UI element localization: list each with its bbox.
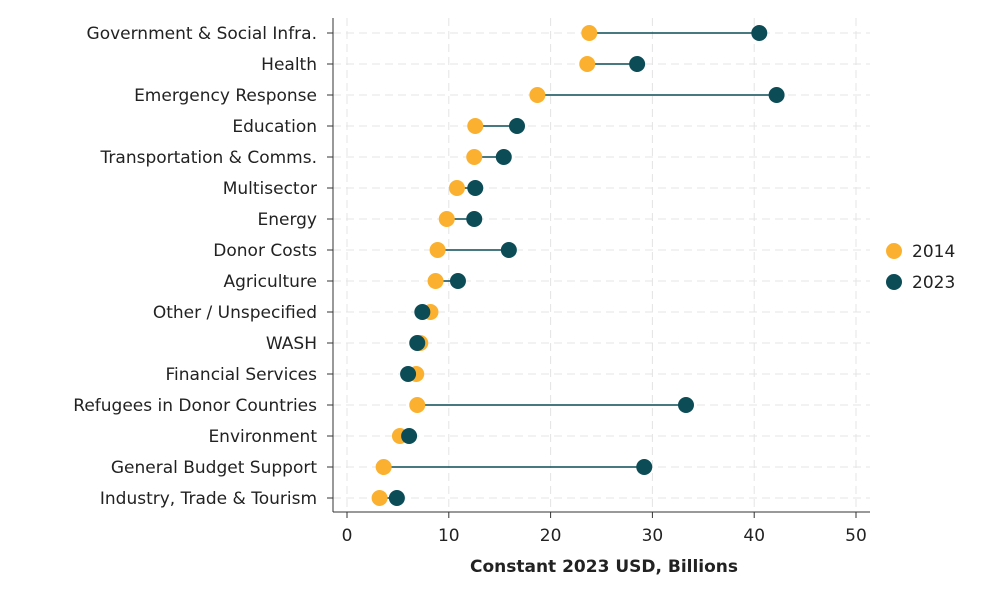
point-2014 (579, 56, 596, 72)
point-2023 (414, 304, 431, 320)
y-category-label: WASH (266, 334, 317, 354)
y-category-label: Education (232, 117, 317, 137)
point-2014 (429, 242, 446, 258)
point-2023 (751, 25, 768, 41)
y-category-label: Transportation & Comms. (100, 148, 317, 168)
x-tick-label: 30 (642, 526, 664, 546)
legend-marker-2023 (886, 274, 902, 290)
y-category-label: Financial Services (165, 365, 317, 385)
x-axis-title: Constant 2023 USD, Billions (470, 557, 738, 577)
y-category-label: Emergency Response (134, 86, 317, 106)
y-category-label: General Budget Support (111, 458, 317, 478)
y-axis-labels: Government & Social Infra. Health Emergenc… (73, 24, 317, 509)
point-2023 (467, 180, 484, 196)
point-2014 (466, 149, 483, 165)
point-2014 (409, 397, 426, 413)
y-category-label: Donor Costs (213, 241, 317, 261)
y-category-label: Environment (208, 427, 317, 447)
point-2023 (677, 397, 694, 413)
point-2023 (768, 87, 785, 103)
point-2014 (427, 273, 444, 289)
legend-label-2023: 2023 (912, 273, 955, 293)
x-tick-label: 20 (540, 526, 562, 546)
points (371, 25, 785, 506)
point-2023 (388, 490, 405, 506)
y-category-label: Industry, Trade & Tourism (100, 489, 317, 509)
point-2023 (400, 366, 417, 382)
point-2023 (500, 242, 517, 258)
legend-label-2014: 2014 (912, 242, 955, 262)
legend: 2014 2023 (886, 242, 955, 293)
x-tick-label: 50 (845, 526, 867, 546)
point-2014 (448, 180, 465, 196)
legend-marker-2014 (886, 243, 902, 259)
point-2014 (438, 211, 455, 227)
connectors (379, 32, 777, 499)
x-axis-ticks: 0 10 20 30 40 50 (342, 526, 867, 546)
point-2023 (466, 211, 483, 227)
y-category-label: Refugees in Donor Countries (73, 396, 317, 416)
point-2014 (371, 490, 388, 506)
point-2023 (629, 56, 646, 72)
x-tick-label: 10 (438, 526, 460, 546)
y-category-label: Health (261, 55, 317, 75)
point-2014 (467, 118, 484, 134)
point-2014 (581, 25, 598, 41)
point-2014 (529, 87, 546, 103)
point-2023 (509, 118, 526, 134)
y-category-label: Multisector (223, 179, 317, 199)
y-category-label: Government & Social Infra. (87, 24, 317, 44)
point-2023 (449, 273, 466, 289)
y-category-label: Energy (257, 210, 317, 230)
point-2023 (636, 459, 653, 475)
x-tick-label: 40 (743, 526, 765, 546)
point-2023 (495, 149, 512, 165)
point-2023 (401, 428, 418, 444)
y-category-label: Agriculture (224, 272, 318, 292)
point-2023 (409, 335, 426, 351)
point-2014 (375, 459, 392, 475)
y-category-label: Other / Unspecified (153, 303, 317, 323)
x-tick-label: 0 (342, 526, 353, 546)
